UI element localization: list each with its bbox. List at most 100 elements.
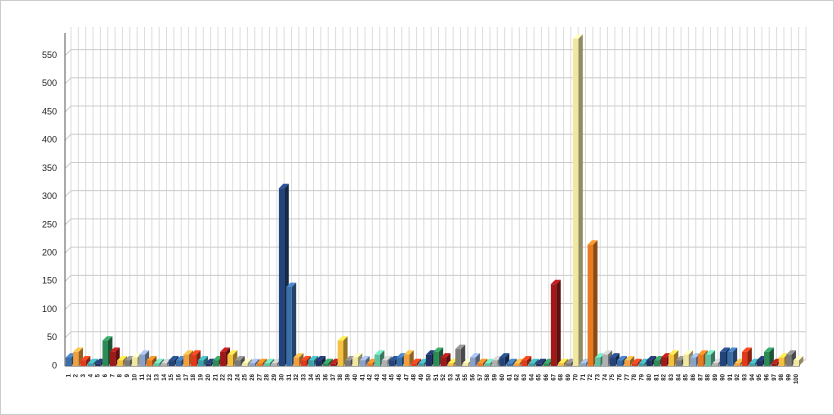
x-tick-label: 43 — [375, 373, 381, 380]
x-tick-label: 5 — [96, 373, 102, 377]
bar — [653, 360, 660, 366]
bar — [469, 357, 476, 366]
bar-side — [152, 355, 157, 366]
bar — [65, 357, 72, 366]
bar-top — [433, 347, 444, 352]
bar-top — [153, 358, 164, 364]
bar — [153, 363, 160, 366]
x-tick-label: 81 — [654, 373, 660, 380]
bar — [536, 363, 542, 366]
x-tick-label: 89 — [713, 373, 719, 380]
x-tick-label: 57 — [478, 373, 484, 380]
x-tick-label: 77 — [625, 373, 631, 380]
x-tick-label: 47 — [404, 373, 410, 380]
bar — [690, 357, 696, 366]
y-tick-label: 550 — [42, 50, 57, 60]
bar — [778, 357, 785, 366]
bar — [683, 354, 689, 366]
bar — [117, 360, 123, 366]
bar — [102, 340, 108, 366]
bar-top — [411, 358, 422, 364]
bar — [763, 351, 770, 366]
y-tick-label: 250 — [42, 219, 57, 229]
bar-side — [637, 358, 642, 366]
x-tick-label: 55 — [463, 373, 469, 380]
bar — [616, 360, 623, 366]
bar-top — [763, 347, 774, 352]
x-tick-label: 93 — [742, 373, 748, 380]
bar — [131, 357, 138, 366]
y-tick-label: 450 — [42, 106, 57, 116]
bar — [697, 354, 704, 366]
bar — [514, 363, 520, 366]
x-tick-label: 59 — [493, 373, 499, 380]
x-tick-label: 13 — [154, 373, 160, 380]
floor-grid — [64, 105, 72, 113]
bar-side — [541, 358, 547, 366]
bar — [580, 363, 586, 366]
x-tick-label: 45 — [390, 373, 396, 380]
x-tick-label: 19 — [199, 373, 205, 380]
bar — [80, 360, 86, 366]
bar — [183, 354, 189, 366]
bar — [734, 363, 741, 366]
bar-top — [499, 353, 510, 358]
bar-top — [697, 350, 708, 355]
x-tick-label: 70 — [573, 373, 579, 380]
bar — [639, 363, 645, 366]
bar-top — [139, 350, 150, 355]
bar-top — [109, 347, 120, 352]
bar-top — [572, 34, 583, 39]
bar-top — [293, 353, 304, 358]
bar — [87, 363, 94, 366]
bar-top — [227, 350, 238, 355]
bar-side — [732, 347, 738, 366]
bar-top — [536, 358, 547, 364]
bar-top — [234, 355, 245, 361]
bar-top — [624, 355, 635, 361]
x-tick-label: 39 — [346, 373, 352, 380]
x-tick-label: 18 — [191, 373, 197, 380]
bar — [741, 351, 748, 366]
bar-top — [286, 282, 297, 287]
x-tick-label: 50 — [426, 373, 432, 380]
bar-top — [778, 353, 789, 358]
bar-top — [242, 358, 253, 364]
x-tick-label: 15 — [169, 373, 175, 380]
floor-grid — [64, 274, 72, 282]
bar — [381, 360, 388, 366]
floor-grid — [64, 49, 72, 56]
y-tick-label: 0 — [52, 360, 57, 370]
y-tick-label: 50 — [47, 332, 57, 342]
bar-top — [337, 336, 348, 341]
bar-top — [550, 279, 561, 285]
bar-top — [249, 358, 260, 364]
bar-side — [321, 355, 326, 366]
x-tick-label: 6 — [103, 373, 109, 377]
bar-top — [749, 358, 760, 364]
bar-top — [521, 355, 532, 361]
bar — [771, 363, 777, 366]
bar — [602, 354, 608, 366]
bar-side — [254, 358, 260, 366]
bar-top — [117, 355, 128, 361]
x-tick-label: 14 — [162, 373, 168, 380]
x-tick-label: 79 — [640, 373, 646, 380]
y-tick-label: 300 — [42, 191, 57, 201]
bar — [345, 360, 351, 366]
bar-side — [291, 282, 297, 366]
bar — [212, 360, 219, 366]
x-tick-label: 74 — [603, 373, 609, 380]
x-tick-label: 17 — [184, 373, 190, 380]
bar-top — [661, 353, 672, 358]
x-tick-label: 34 — [309, 373, 315, 380]
bar-top — [183, 350, 194, 355]
y-tick-label: 150 — [42, 276, 57, 286]
bar — [727, 351, 733, 366]
bar-top — [514, 358, 525, 364]
bar — [705, 354, 711, 366]
x-tick-label: 20 — [206, 373, 212, 380]
bar — [521, 360, 527, 366]
bar-top — [374, 350, 385, 355]
bar-side — [269, 358, 275, 366]
